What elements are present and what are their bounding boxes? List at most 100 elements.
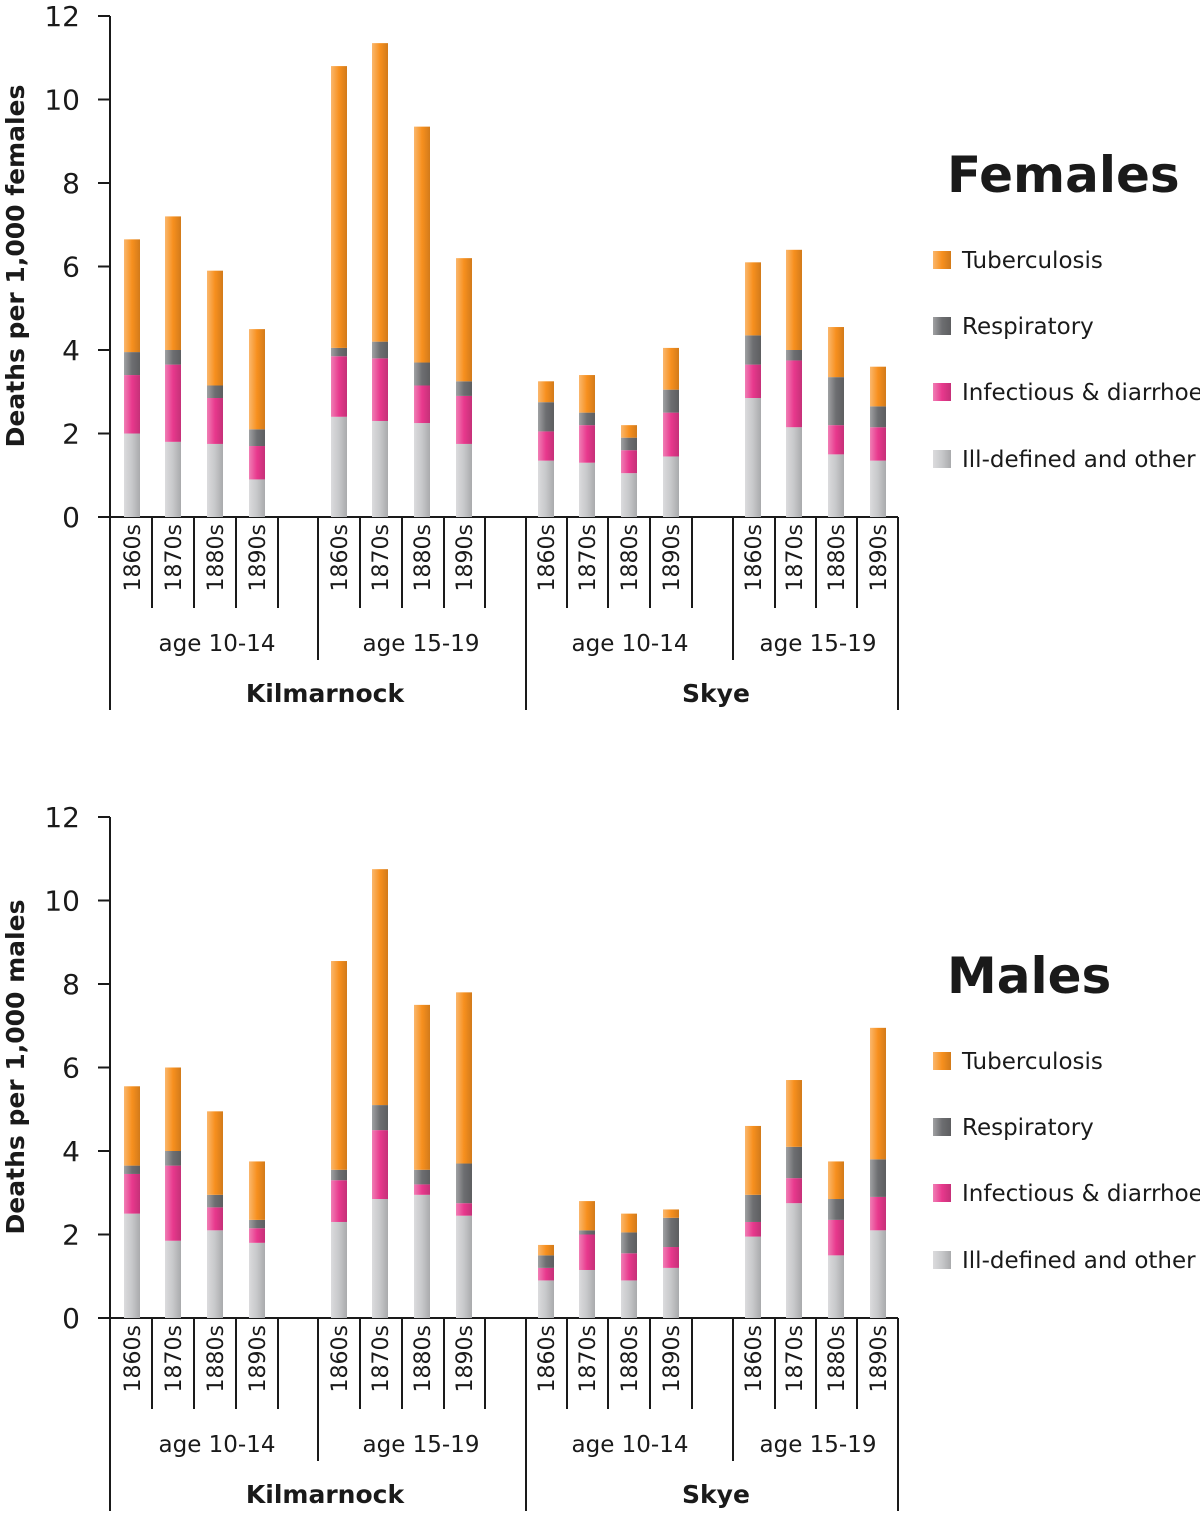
- bar-segment-ill-defined-and-other: [331, 1221, 347, 1318]
- bar-segment-tuberculosis: [414, 1004, 430, 1170]
- legend-swatch-tuberculosis: [933, 251, 951, 269]
- bar-segment-ill-defined-and-other: [579, 1269, 595, 1318]
- region-label: Skye: [682, 1480, 750, 1509]
- bar-segment-infectious-diarrhoea: [207, 398, 223, 444]
- bar-segment-tuberculosis: [414, 126, 430, 363]
- bar-segment-tuberculosis: [579, 375, 595, 413]
- bar-segment-ill-defined-and-other: [538, 1280, 554, 1318]
- decade-label: 1860s: [121, 524, 146, 591]
- bar-segment-ill-defined-and-other: [331, 416, 347, 517]
- bar-segment-respiratory: [621, 1232, 637, 1254]
- y-tick-label: 12: [44, 0, 80, 33]
- bar-segment-tuberculosis: [828, 327, 844, 378]
- bar-segment-respiratory: [414, 1169, 430, 1185]
- bar-segment-respiratory: [621, 437, 637, 451]
- bar-segment-ill-defined-and-other: [124, 1213, 140, 1318]
- decade-label: 1890s: [660, 1325, 685, 1392]
- bar-segment-infectious-diarrhoea: [745, 1221, 761, 1237]
- bar-segment-respiratory: [663, 389, 679, 413]
- bar-segment-tuberculosis: [372, 43, 388, 342]
- bar-segment-infectious-diarrhoea: [456, 1203, 472, 1216]
- legend-label: Infectious & diarrhoea: [962, 1181, 1200, 1207]
- bar-segment-tuberculosis: [456, 258, 472, 382]
- bar-segment-respiratory: [124, 1165, 140, 1174]
- legend-swatch-ill-defined-and-other: [933, 1251, 951, 1269]
- age-group-label: age 10-14: [159, 1432, 276, 1458]
- bar-segment-infectious-diarrhoea: [745, 364, 761, 399]
- decade-label: 1860s: [535, 1325, 560, 1392]
- y-tick-label: 0: [62, 1302, 80, 1335]
- bar-segment-ill-defined-and-other: [786, 1203, 802, 1318]
- decade-label: 1860s: [121, 1325, 146, 1392]
- bar-segment-ill-defined-and-other: [828, 1255, 844, 1318]
- bar-segment-tuberculosis: [663, 347, 679, 390]
- bar-segment-ill-defined-and-other: [663, 456, 679, 517]
- bar-segment-tuberculosis: [207, 1111, 223, 1195]
- bar-segment-respiratory: [663, 1217, 679, 1248]
- bar-segment-ill-defined-and-other: [745, 1236, 761, 1318]
- decade-label: 1870s: [576, 1325, 601, 1392]
- bar-segment-ill-defined-and-other: [786, 427, 802, 517]
- bar-segment-tuberculosis: [870, 1027, 886, 1160]
- bar-segment-tuberculosis: [124, 239, 140, 353]
- age-group-label: age 10-14: [572, 1432, 689, 1458]
- bar-segment-respiratory: [456, 381, 472, 396]
- y-tick-label: 2: [62, 1219, 80, 1252]
- decade-label: 1870s: [369, 524, 394, 591]
- bar-segment-ill-defined-and-other: [745, 398, 761, 517]
- legend-label: Ill-defined and other: [962, 447, 1196, 473]
- decade-label: 1860s: [328, 1325, 353, 1392]
- bar-segment-ill-defined-and-other: [870, 1230, 886, 1318]
- bar-segment-respiratory: [249, 429, 265, 447]
- bar-segment-respiratory: [331, 1169, 347, 1181]
- y-tick-label: 10: [44, 84, 80, 117]
- y-tick-label: 8: [62, 167, 80, 200]
- bar-segment-respiratory: [870, 1159, 886, 1197]
- bar-segment-respiratory: [538, 402, 554, 432]
- bar-segment-respiratory: [828, 1199, 844, 1220]
- decade-label: 1880s: [618, 524, 643, 591]
- bar-segment-respiratory: [207, 1194, 223, 1208]
- bar-segment-tuberculosis: [124, 1086, 140, 1166]
- bar-segment-respiratory: [372, 1105, 388, 1131]
- bar-segment-respiratory: [456, 1163, 472, 1204]
- bar-segment-infectious-diarrhoea: [663, 1247, 679, 1268]
- bar-segment-ill-defined-and-other: [621, 473, 637, 517]
- chart-males: 0 2 4 6 8 10 12 Deaths per 1,000 males Kilmarnoc…: [1, 801, 1200, 1511]
- decade-label: 1890s: [660, 524, 685, 591]
- decade-label: 1860s: [742, 524, 767, 591]
- bar-segment-ill-defined-and-other: [456, 443, 472, 517]
- y-tick-label: 8: [62, 968, 80, 1001]
- legend-label: Infectious & diarrhoea: [962, 380, 1200, 406]
- age-group-label: age 15-19: [760, 1432, 877, 1458]
- bar-segment-infectious-diarrhoea: [249, 446, 265, 480]
- decade-label: 1890s: [867, 524, 892, 591]
- bar-segment-infectious-diarrhoea: [828, 1219, 844, 1256]
- bar-segment-ill-defined-and-other: [249, 479, 265, 517]
- bar-segment-ill-defined-and-other: [870, 460, 886, 517]
- legend-label: Ill-defined and other: [962, 1248, 1196, 1274]
- bar-segment-ill-defined-and-other: [538, 460, 554, 517]
- bar-segment-infectious-diarrhoea: [165, 1165, 181, 1241]
- legend-label: Tuberculosis: [961, 1049, 1103, 1075]
- y-tick-label: 10: [44, 885, 80, 918]
- bar-segment-infectious-diarrhoea: [870, 427, 886, 461]
- bar-segment-respiratory: [249, 1219, 265, 1229]
- decade-label: 1870s: [162, 524, 187, 591]
- bar-segment-infectious-diarrhoea: [124, 375, 140, 434]
- bar-segment-tuberculosis: [663, 1209, 679, 1218]
- legend-swatch-ill-defined-and-other: [933, 450, 951, 468]
- legend-swatch-infectious-diarrhoea: [933, 383, 951, 401]
- bar-segment-tuberculosis: [786, 249, 802, 350]
- bar-segment-tuberculosis: [249, 1161, 265, 1220]
- bar-segment-tuberculosis: [372, 869, 388, 1106]
- y-tick-label: 6: [62, 1052, 80, 1085]
- bar-segment-infectious-diarrhoea: [621, 450, 637, 474]
- y-tick-label: 2: [62, 418, 80, 451]
- bar-segment-ill-defined-and-other: [372, 420, 388, 517]
- bar-segment-ill-defined-and-other: [663, 1267, 679, 1318]
- bar-segment-respiratory: [579, 1230, 595, 1235]
- decade-label: 1870s: [369, 1325, 394, 1392]
- decade-label: 1890s: [246, 524, 271, 591]
- bar-segment-infectious-diarrhoea: [663, 412, 679, 457]
